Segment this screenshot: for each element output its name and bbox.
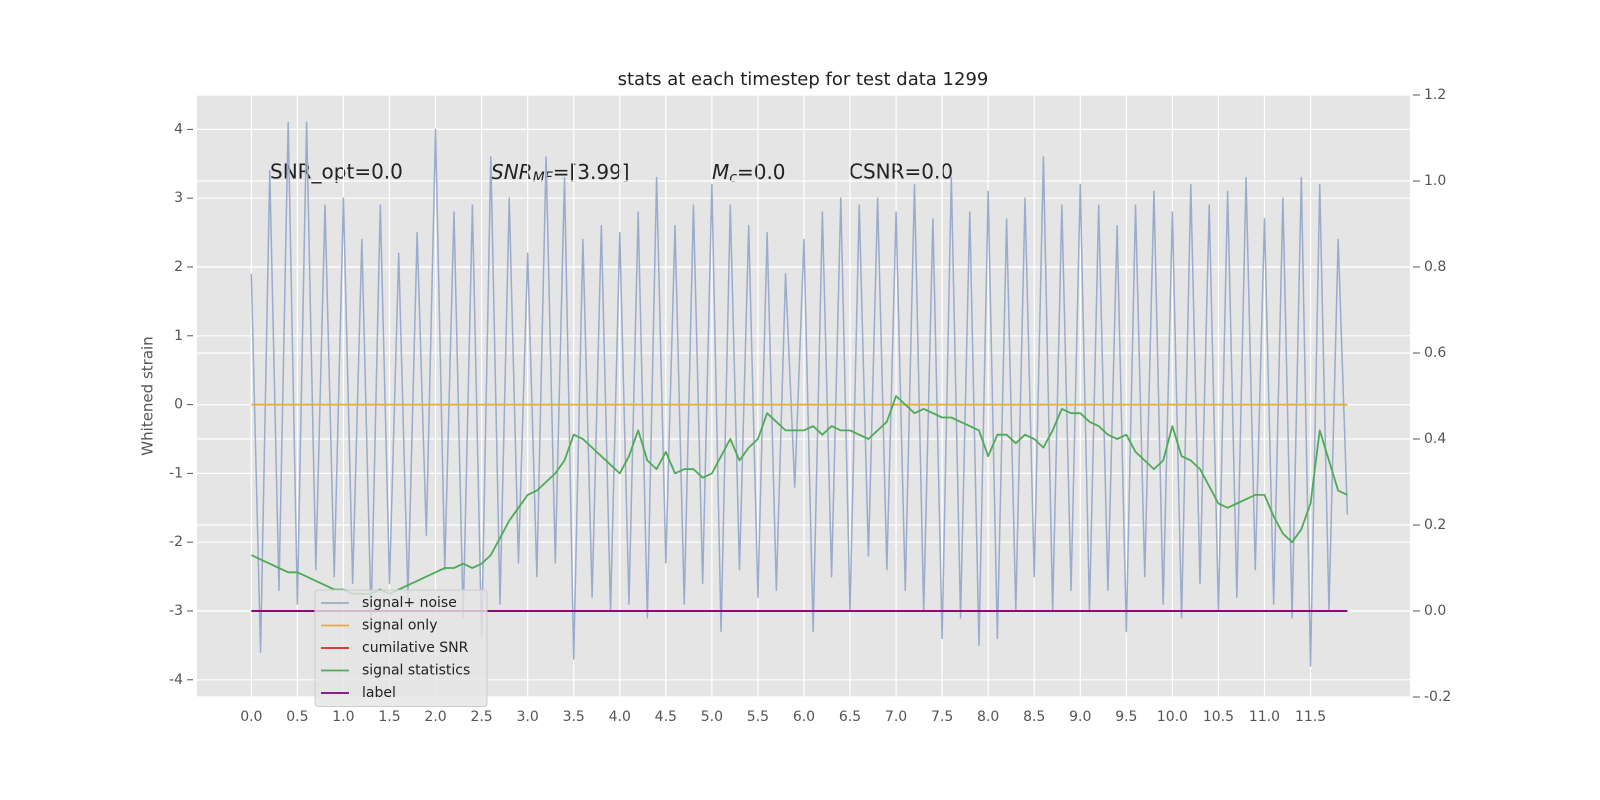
annotation-rest: =0.0 [737, 160, 786, 184]
y-tick-label: -2 [169, 534, 183, 550]
x-tick-label: 6.5 [839, 709, 861, 725]
y2-tick-label: 0.2 [1424, 517, 1446, 533]
x-tick-label: 7.5 [931, 709, 953, 725]
x-tick-label: 4.5 [655, 709, 677, 725]
y2-tick-label: 1.2 [1424, 87, 1446, 103]
legend: signal+ noise signal only cumilative SNR si… [314, 589, 488, 707]
x-tick-label: 2.5 [470, 709, 492, 725]
annotation-base: M [712, 160, 729, 184]
y2-tick-label: 0.8 [1424, 259, 1446, 275]
legend-label: cumilative SNR [362, 640, 469, 656]
legend-label: signal statistics [362, 663, 470, 679]
x-tick-label: 10.0 [1157, 709, 1188, 725]
x-tick-label: 0.0 [240, 709, 262, 725]
series-line [250, 121, 1349, 667]
y2-tick-label: 0.4 [1424, 431, 1446, 447]
x-tick-label: 11.5 [1295, 709, 1326, 725]
annotation-sub: MF [533, 170, 554, 186]
y-axis-label: Whitened strain [139, 336, 157, 455]
y-tick-label: 2 [174, 259, 183, 275]
legend-label: signal only [362, 618, 437, 634]
annotation: Mc=0.0 [712, 160, 786, 187]
x-tick-label: 4.0 [609, 709, 631, 725]
x-tick-label: 1.5 [378, 709, 400, 725]
legend-label: signal+ noise [362, 595, 457, 611]
y-tick-label: 3 [174, 190, 183, 206]
chart-title: stats at each timestep for test data 129… [618, 69, 989, 90]
annotation-rest: =[3.99] [553, 160, 630, 184]
legend-label: label [362, 685, 396, 701]
y2-tick-label: -0.2 [1424, 689, 1451, 705]
x-tick-label: 1.0 [332, 709, 354, 725]
x-tick-label: 6.0 [793, 709, 815, 725]
y2-tick-label: 0.0 [1424, 603, 1446, 619]
y-tick-label: -3 [169, 603, 183, 619]
y-tick-label: 0 [174, 397, 183, 413]
x-tick-label: 11.0 [1249, 709, 1280, 725]
y-tick-label: -1 [169, 465, 183, 481]
x-tick-label: 8.0 [977, 709, 999, 725]
x-tick-label: 5.0 [701, 709, 723, 725]
x-tick-label: 9.5 [1115, 709, 1137, 725]
x-tick-label: 3.0 [517, 709, 539, 725]
x-tick-label: 5.5 [747, 709, 769, 725]
y-tick-label: 1 [174, 328, 183, 344]
x-tick-label: 8.5 [1023, 709, 1045, 725]
y-tick-label: -4 [169, 672, 183, 688]
annotation: SNRMF=[3.99] [491, 160, 630, 187]
x-tick-label: 3.5 [563, 709, 585, 725]
x-tick-label: 7.0 [885, 709, 907, 725]
y2-tick-label: 0.6 [1424, 345, 1446, 361]
x-tick-label: 10.5 [1203, 709, 1234, 725]
x-tick-label: 0.5 [286, 709, 308, 725]
annotation-base: SNR [491, 160, 533, 184]
series-line [250, 395, 1348, 595]
y2-tick-label: 1.0 [1424, 173, 1446, 189]
legend-box [314, 589, 488, 707]
x-tick-label: 2.0 [424, 709, 446, 725]
x-tick-label: 9.0 [1069, 709, 1091, 725]
annotation-sub: c [729, 170, 737, 186]
annotation: SNR_opt=0.0 [270, 160, 403, 184]
y-tick-label: 4 [174, 121, 183, 137]
annotation: CSNR=0.0 [849, 160, 953, 184]
